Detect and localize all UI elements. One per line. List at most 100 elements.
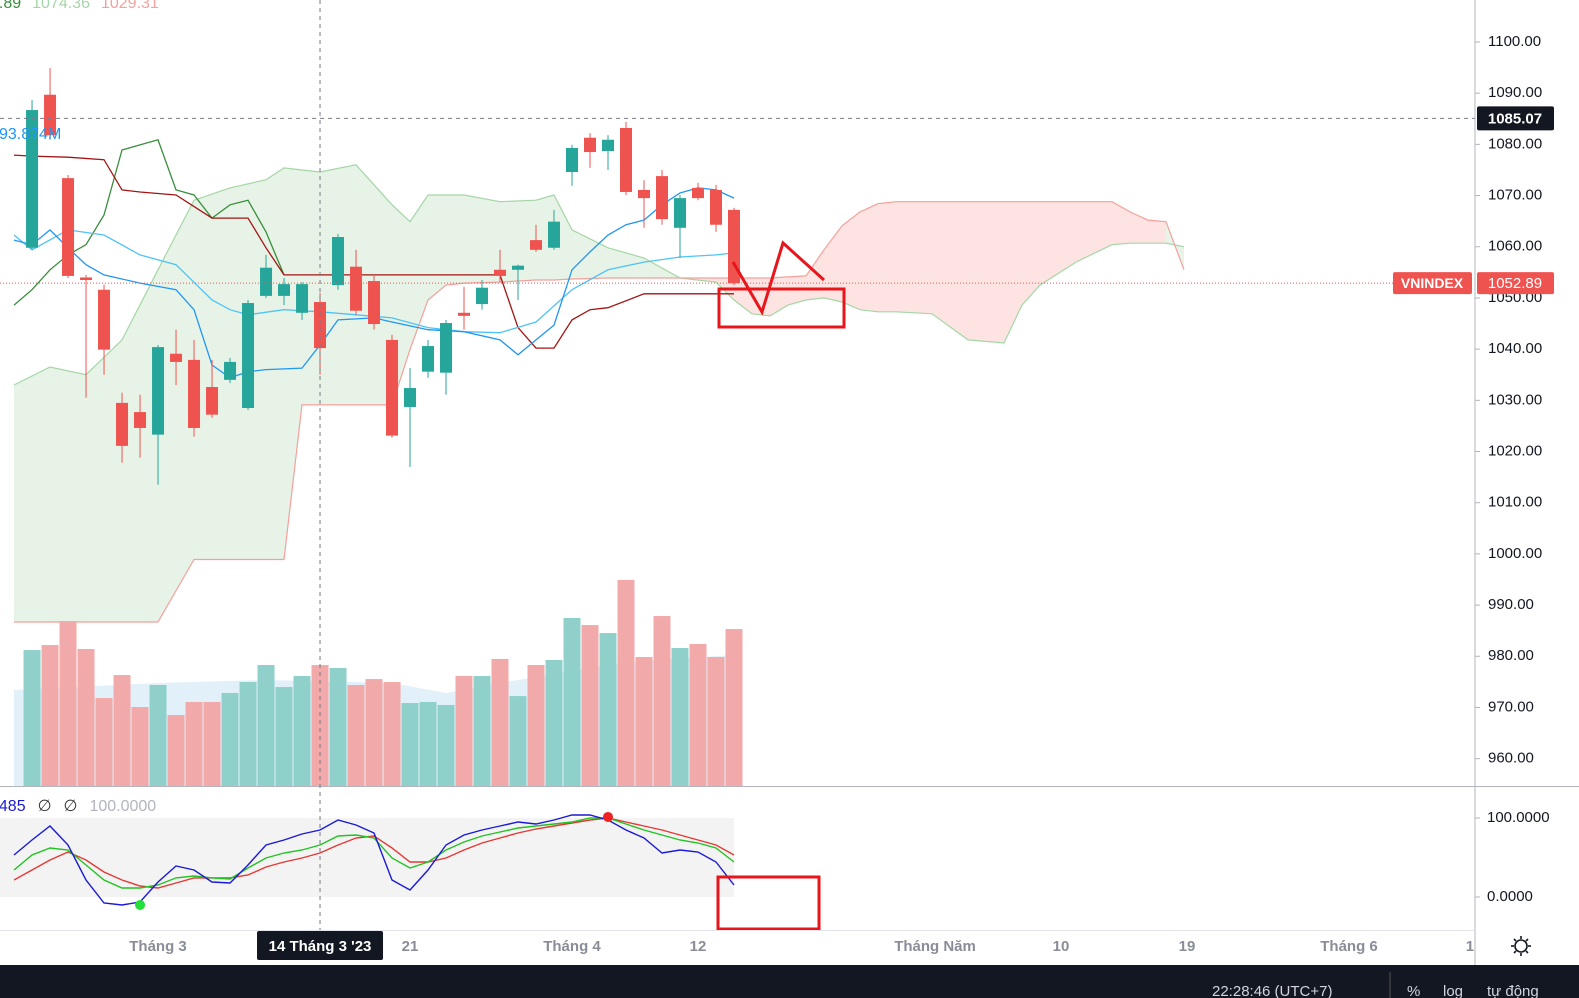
annotation-box [717,287,846,329]
candle-body [224,361,237,380]
cloud-fill [607,247,644,278]
y-tick-label: 1080.00 [1488,135,1542,152]
candle-body [134,412,147,428]
candle-body [637,189,650,199]
cloud-fill [967,201,1004,343]
volume-bar [455,675,473,786]
volume-bar [653,616,671,786]
candle-body [727,209,740,284]
status-auto[interactable]: tự động [1487,983,1539,998]
y-tick-label: 1030.00 [1488,391,1542,408]
legend-value: 5485 [0,798,26,815]
cloud-fill [464,195,501,284]
legend-value: ∅ [38,798,52,815]
cloud-fill [14,367,51,622]
candle-body [512,265,525,270]
volume-bar [167,715,185,786]
candle-body [332,237,345,286]
candle-body [673,198,686,228]
volume-bar [437,704,455,786]
volume-bar [239,682,257,786]
volume-bar [383,682,401,786]
x-tick-label: 19 [1179,938,1196,955]
candle-body [440,323,453,373]
volume-legend: 93.874M [0,126,61,143]
cloud-line [13,164,1185,386]
cloud-fill [805,249,824,300]
volume-bar [473,675,491,786]
status-log[interactable]: log [1443,983,1463,998]
cloud-line [14,201,1185,623]
volume-bar [185,701,203,786]
settings-icon[interactable] [1511,936,1531,956]
symbol-label: VNINDEX [1401,275,1464,291]
volume-bar [545,659,563,786]
candle-body [62,178,75,276]
cloud-fill [86,339,123,622]
candle-body [386,339,399,436]
candle-body [494,269,507,276]
cloud-fill [841,211,860,310]
volume-bar [509,696,527,786]
x-tick-label: Tháng 6 [1320,938,1378,955]
y-tick-label: 1100.00 [1488,33,1541,50]
cloud-fill [536,195,555,281]
y-tick-label: 1000.00 [1488,545,1542,562]
axes: 960.00970.00980.00990.001000.001010.0010… [129,33,1554,960]
crosshair-date-box [257,931,384,960]
candle-body [709,189,722,225]
volume-bar [347,684,365,786]
candle-body [314,302,327,349]
legend-value: 100.0000 [89,798,156,815]
crosshair-price-box [1477,106,1554,131]
indicator-line [13,187,735,379]
volume-bar [365,679,383,786]
cloud-fill [1111,201,1130,245]
candle-body [566,147,579,173]
cloud-fill [931,201,968,340]
candle-body [422,346,435,372]
volume-bar [725,629,743,786]
cloud-fill [1075,201,1112,263]
volume-bar [707,657,725,786]
volume-bar [491,658,509,786]
cloud-fill [1039,201,1076,286]
x-tick-label: Tháng Năm [894,938,976,955]
volume-bar [419,701,437,786]
price-pane: 2.89 1074.36 1029.31 93.874M [0,0,1475,786]
y-tick-label: 1070.00 [1488,187,1542,204]
cloud-fill [266,167,285,560]
annotation-box [716,875,821,931]
cloud-fill [50,367,87,622]
legend-value: 1029.31 [101,0,159,12]
candle-body [530,240,543,250]
cloud-fill [572,229,608,279]
cloud-fill [284,167,303,560]
volume-bar [257,665,275,786]
signal-dot [602,811,613,822]
candle-body [584,137,596,153]
cloud-fill [500,200,537,283]
volume-bar [581,625,599,786]
volume-bar [329,667,347,786]
volume-bar [689,644,707,786]
candle-body [548,221,561,248]
last-price-label: 1052.89 [1488,275,1542,292]
cloud-fill [1021,201,1040,306]
y-tick-label: 960.00 [1488,750,1534,767]
status-time: 22:28:46 (UTC+7) [1212,983,1332,998]
volume-bar [293,675,311,786]
volume-bar [23,650,41,786]
status-percent[interactable]: % [1407,983,1420,998]
x-tick-label: 21 [402,938,419,955]
symbol-label-box [1393,272,1472,295]
cloud-fill [859,203,878,312]
candle-body [206,387,219,415]
y-tick-label: 970.00 [1488,698,1534,715]
y-tick-label: 990.00 [1488,596,1534,613]
candle-body [188,359,201,428]
legend-value: 1074.36 [32,0,90,12]
candle-body [404,388,417,407]
